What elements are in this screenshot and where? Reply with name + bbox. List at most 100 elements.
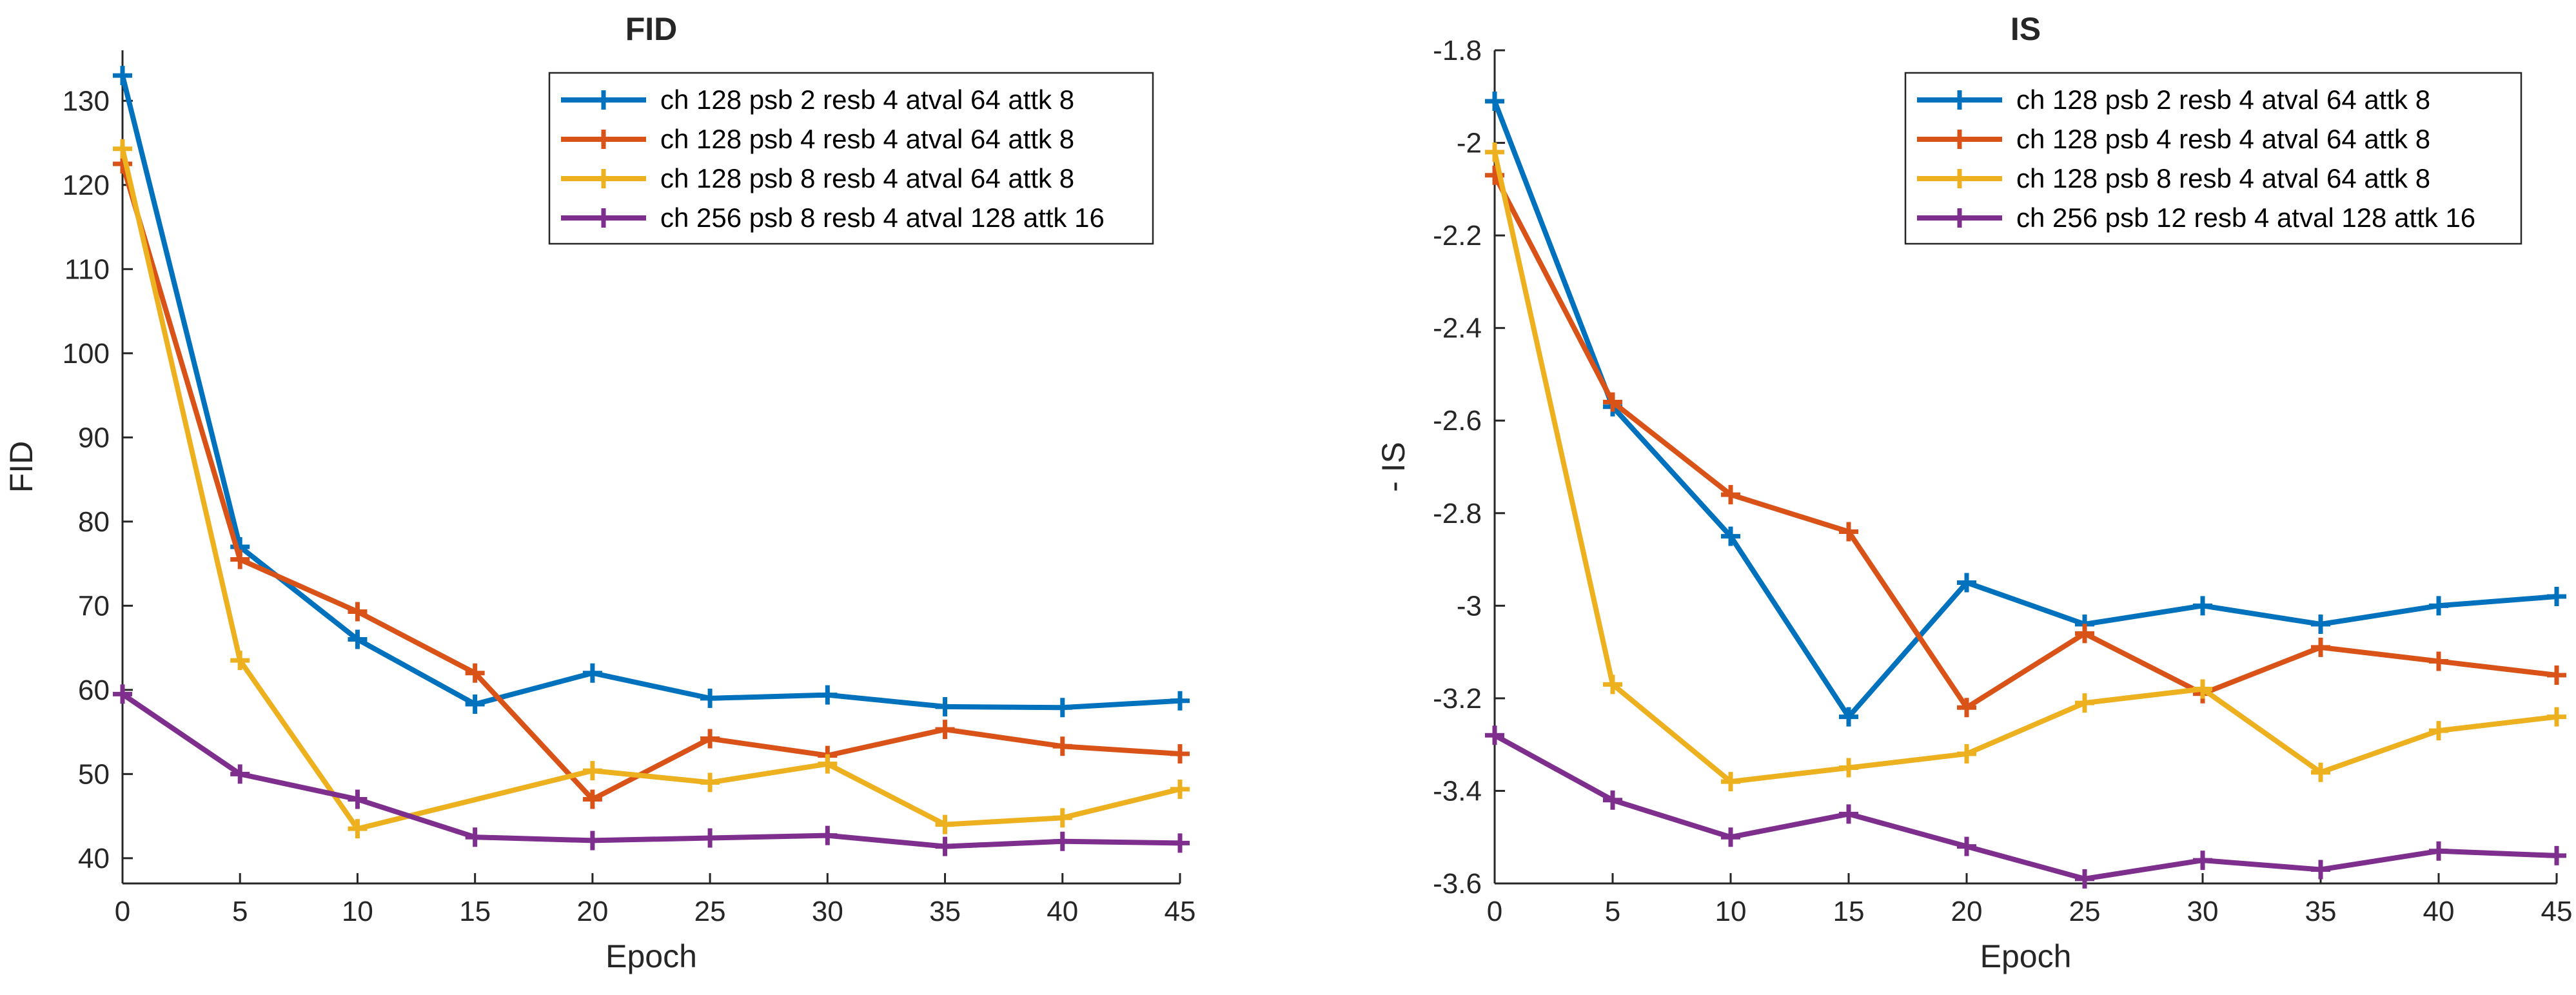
legend-swatch-marker [1950, 169, 1969, 188]
data-point-marker [465, 827, 485, 847]
series-0 [113, 66, 1190, 718]
legend-swatch-marker [1950, 90, 1969, 110]
legend-box [1904, 72, 2522, 245]
data-point-marker [935, 720, 955, 740]
data-point-marker [1603, 392, 1622, 412]
legend-entry-label: ch 128 psb 8 resb 4 atval 64 attk 8 [660, 163, 1074, 193]
data-point-marker [2075, 869, 2094, 889]
y-tick-label: -3.6 [1433, 868, 1482, 900]
data-point-marker [2075, 624, 2094, 644]
legend-entry-label: ch 128 psb 2 resb 4 atval 64 attk 8 [2016, 84, 2430, 115]
data-point-marker [1957, 573, 1976, 593]
data-point-marker [1485, 91, 1504, 111]
data-point-marker [582, 831, 602, 851]
data-point-marker [1957, 836, 1976, 856]
y-tick-label: -2.8 [1433, 498, 1482, 529]
data-point-marker [1485, 142, 1504, 162]
x-tick-label: 5 [232, 896, 248, 927]
data-point-marker [230, 764, 250, 784]
chart-title: FID [625, 11, 678, 47]
data-point-marker [2311, 637, 2330, 657]
data-point-marker [2193, 596, 2212, 616]
data-point-marker [2547, 845, 2566, 865]
x-axis-label: Epoch [1980, 938, 2072, 974]
legend-entry-label: ch 128 psb 2 resb 4 atval 64 attk 8 [660, 84, 1074, 115]
data-point-marker [818, 825, 838, 845]
x-tick-label: 0 [115, 896, 130, 927]
y-tick-label: 100 [63, 338, 110, 369]
data-point-marker [1839, 707, 1858, 727]
chart-1: 0 5 10 15 20 25 30 35 40 45 -3.6 -3.4 -3.2 -3 -2.8 -2.6… [1375, 11, 2572, 974]
legend-entry-label: ch 256 psb 12 resb 4 atval 128 attk 16 [2016, 202, 2475, 233]
data-point-marker [230, 549, 250, 569]
data-point-marker [2311, 762, 2330, 782]
chart-title: IS [2011, 11, 2041, 47]
y-tick-label: 90 [78, 422, 110, 453]
x-tick-label: 45 [2541, 896, 2573, 927]
y-axis-label: - IS [1375, 442, 1411, 492]
x-tick-label: 40 [2423, 896, 2455, 927]
data-point-marker [818, 754, 838, 774]
y-tick-label: 70 [78, 590, 110, 622]
legend-box [548, 72, 1154, 245]
data-point-marker [818, 685, 838, 705]
series-2 [113, 139, 1190, 839]
series-1 [113, 154, 1190, 809]
data-point-marker [1052, 831, 1072, 851]
data-point-marker [935, 696, 955, 716]
data-point-marker [348, 629, 368, 649]
y-tick-label: 50 [78, 758, 110, 790]
data-point-marker [1170, 833, 1190, 853]
series-3 [1485, 725, 2566, 889]
data-point-marker [348, 602, 368, 622]
y-tick-label: -3.2 [1433, 683, 1482, 714]
data-point-marker [1839, 804, 1858, 824]
y-tick-label: -3 [1457, 590, 1482, 622]
data-point-marker [2193, 679, 2212, 699]
data-point-marker [113, 684, 132, 704]
legend-entry-label: ch 128 psb 4 resb 4 atval 64 attk 8 [660, 124, 1074, 154]
data-point-marker [582, 663, 602, 683]
legend-swatch-marker [594, 169, 613, 188]
x-tick-label: 40 [1047, 896, 1078, 927]
x-tick-label: 30 [812, 896, 843, 927]
data-point-marker [1603, 790, 1622, 810]
y-tick-label: -3.4 [1433, 775, 1482, 807]
data-point-marker [2547, 586, 2566, 606]
data-point-marker [2193, 851, 2212, 871]
data-point-marker [1957, 698, 1976, 718]
series-line [120, 75, 1181, 711]
data-point-marker [2311, 615, 2330, 635]
data-point-marker [348, 789, 368, 809]
x-tick-label: 35 [2305, 896, 2337, 927]
data-point-marker [1721, 485, 1740, 505]
y-tick-label: 120 [63, 170, 110, 201]
data-point-marker [700, 729, 720, 749]
data-point-marker [700, 688, 720, 708]
y-tick-label: -2.6 [1433, 405, 1482, 437]
y-tick-label: 60 [78, 675, 110, 706]
legend-swatch-marker [594, 208, 613, 228]
data-point-marker [1170, 691, 1190, 711]
x-tick-label: 25 [694, 896, 726, 927]
x-tick-label: 15 [459, 896, 491, 927]
data-point-marker [1839, 522, 1858, 542]
data-point-marker [1052, 808, 1072, 828]
data-point-marker [1721, 772, 1740, 792]
data-point-marker [230, 651, 250, 671]
x-tick-label: 25 [2069, 896, 2101, 927]
y-tick-label: 130 [63, 85, 110, 117]
x-tick-label: 30 [2187, 896, 2219, 927]
data-point-marker [2429, 841, 2448, 861]
y-axis-label: FID [3, 441, 39, 493]
data-point-marker [1839, 758, 1858, 778]
x-tick-label: 35 [929, 896, 961, 927]
chart-0: 0 5 10 15 20 25 30 35 40 45 40 50 60 70 80 90 100 110 120 1… [3, 11, 1195, 974]
data-point-marker [348, 819, 368, 839]
data-point-marker [465, 695, 485, 714]
data-point-marker [1721, 526, 1740, 546]
series-2 [1485, 142, 2566, 792]
data-point-marker [2547, 665, 2566, 685]
data-point-marker [2547, 707, 2566, 727]
y-tick-label: -2.4 [1433, 313, 1482, 344]
